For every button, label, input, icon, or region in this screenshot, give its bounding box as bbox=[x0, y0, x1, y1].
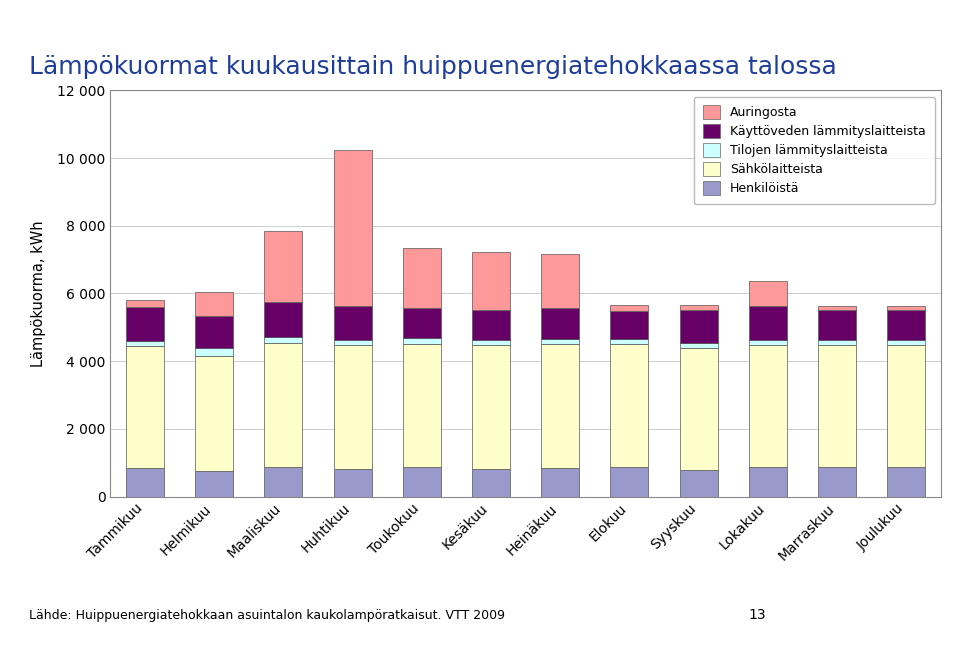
Bar bbox=[195, 356, 233, 471]
Bar bbox=[887, 310, 925, 340]
Bar bbox=[264, 467, 302, 497]
Bar bbox=[541, 339, 579, 344]
Bar bbox=[403, 467, 441, 497]
Bar bbox=[403, 344, 441, 467]
Bar bbox=[541, 344, 579, 468]
Bar bbox=[195, 316, 233, 348]
Bar bbox=[749, 281, 787, 306]
Bar bbox=[887, 345, 925, 467]
Bar bbox=[680, 470, 718, 497]
Bar bbox=[333, 469, 372, 497]
Bar bbox=[611, 304, 648, 312]
Bar bbox=[472, 469, 510, 497]
Text: Lähde: Huippuenergiatehokkaan asuintalon kaukolampöratkaisut. VTT 2009: Lähde: Huippuenergiatehokkaan asuintalon… bbox=[29, 610, 505, 622]
Bar bbox=[680, 304, 718, 310]
Legend: Auringosta, Käyttöveden lämmityslaitteista, Tilojen lämmityslaitteista, Sähkölai: Auringosta, Käyttöveden lämmityslaitteis… bbox=[694, 97, 934, 204]
Bar bbox=[333, 306, 372, 340]
Bar bbox=[195, 348, 233, 356]
Bar bbox=[749, 467, 787, 497]
Bar bbox=[541, 308, 579, 339]
Bar bbox=[680, 310, 718, 342]
Bar bbox=[749, 339, 787, 345]
Bar bbox=[472, 345, 510, 469]
Bar bbox=[611, 344, 648, 467]
Bar bbox=[818, 340, 856, 345]
Bar bbox=[195, 471, 233, 497]
Text: 13: 13 bbox=[749, 608, 766, 622]
Bar bbox=[126, 306, 164, 341]
Bar bbox=[126, 341, 164, 346]
Y-axis label: Lämpökuorma, kWh: Lämpökuorma, kWh bbox=[31, 220, 46, 367]
Text: Lämpökuormat kuukausittain huippuenergiatehokkaassa talossa: Lämpökuormat kuukausittain huippuenergia… bbox=[29, 55, 836, 79]
Bar bbox=[403, 338, 441, 344]
Bar bbox=[887, 467, 925, 497]
Bar bbox=[126, 468, 164, 497]
Bar bbox=[818, 467, 856, 497]
Bar bbox=[611, 339, 648, 344]
Bar bbox=[472, 340, 510, 345]
Bar bbox=[611, 312, 648, 339]
Bar bbox=[472, 252, 510, 310]
Bar bbox=[818, 310, 856, 340]
Bar bbox=[818, 345, 856, 467]
Bar bbox=[749, 345, 787, 467]
Bar bbox=[541, 253, 579, 308]
Bar bbox=[818, 306, 856, 310]
Bar bbox=[264, 343, 302, 467]
Bar bbox=[887, 340, 925, 345]
Bar bbox=[749, 306, 787, 339]
Bar bbox=[333, 340, 372, 345]
Bar bbox=[403, 248, 441, 308]
Bar bbox=[333, 150, 372, 306]
Bar bbox=[472, 310, 510, 340]
Bar bbox=[887, 306, 925, 310]
Bar bbox=[541, 468, 579, 497]
Bar bbox=[680, 342, 718, 348]
Bar bbox=[680, 348, 718, 470]
Bar bbox=[126, 300, 164, 306]
Bar bbox=[195, 292, 233, 316]
Bar bbox=[264, 231, 302, 302]
Bar bbox=[611, 467, 648, 497]
Bar bbox=[264, 302, 302, 337]
Bar bbox=[403, 308, 441, 338]
Bar bbox=[126, 346, 164, 468]
Bar bbox=[264, 337, 302, 343]
Bar bbox=[333, 345, 372, 469]
